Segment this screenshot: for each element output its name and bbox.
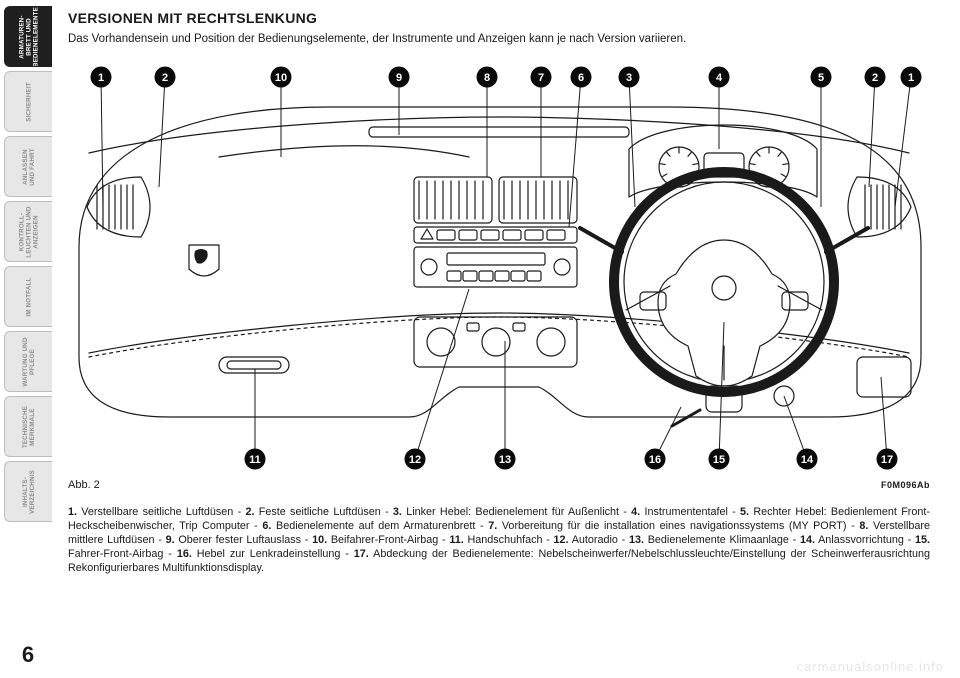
- svg-text:17: 17: [881, 454, 893, 466]
- svg-text:5: 5: [818, 72, 824, 84]
- svg-text:11: 11: [249, 454, 261, 466]
- svg-text:8: 8: [484, 72, 490, 84]
- dashboard-figure: 121098763452111121316151417: [68, 57, 930, 477]
- figure-caption-row: Abb. 2 F0M096Ab: [68, 479, 930, 491]
- dashboard-svg: 121098763452111121316151417: [68, 57, 930, 477]
- svg-text:16: 16: [649, 454, 661, 466]
- svg-text:2: 2: [162, 72, 168, 84]
- svg-text:13: 13: [499, 454, 511, 466]
- sidebar-tab-label: KONTROLL-LEUCHTEN UNDANZEIGEN: [18, 201, 39, 262]
- sidebar-tab-inhalt[interactable]: INHALTS-VERZEICHNIS: [4, 461, 52, 522]
- sidebar-tab-armaturen[interactable]: ARMATUREN-BRETT UNDBEDIENELEMENTE: [4, 6, 52, 67]
- sidebar-tab-label: SICHERHEIT: [25, 71, 32, 132]
- svg-text:1: 1: [98, 72, 104, 84]
- sidebar-tabs: ARMATUREN-BRETT UNDBEDIENELEMENTE SICHERH…: [0, 0, 52, 678]
- watermark: carmanualsonline.info: [797, 659, 944, 674]
- page-body: VERSIONEN MIT RECHTSLENKUNG Das Vorhande…: [52, 0, 960, 678]
- svg-text:6: 6: [578, 72, 584, 84]
- sidebar-tab-label: TECHNISCHEMERKMALE: [22, 396, 36, 457]
- figure-code: F0M096Ab: [881, 480, 930, 490]
- svg-text:12: 12: [409, 454, 421, 466]
- sidebar-tab-notfall[interactable]: IM NOTFALL: [4, 266, 52, 327]
- sidebar-tab-anlassen[interactable]: ANLASSENUND FAHRT: [4, 136, 52, 197]
- svg-text:10: 10: [275, 72, 287, 84]
- sidebar-tab-kontroll[interactable]: KONTROLL-LEUCHTEN UNDANZEIGEN: [4, 201, 52, 262]
- sidebar-tab-label: ARMATUREN-BRETT UNDBEDIENELEMENTE: [18, 6, 39, 67]
- svg-text:7: 7: [538, 72, 544, 84]
- intro-text: Das Vorhandensein und Position der Bedie…: [68, 32, 930, 47]
- tab-spacer: [4, 526, 52, 642]
- page-number: 6: [4, 642, 52, 672]
- legend-text: 1. Verstellbare seitliche Luftdüsen - 2.…: [68, 505, 930, 575]
- sidebar-tab-label: INHALTS-VERZEICHNIS: [22, 461, 36, 522]
- svg-text:15: 15: [713, 454, 725, 466]
- figure-caption: Abb. 2: [68, 479, 100, 491]
- svg-text:1: 1: [908, 72, 914, 84]
- svg-text:3: 3: [626, 72, 632, 84]
- svg-text:14: 14: [801, 454, 814, 466]
- svg-text:2: 2: [872, 72, 878, 84]
- sidebar-tab-sicherheit[interactable]: SICHERHEIT: [4, 71, 52, 132]
- sidebar-tab-wartung[interactable]: WARTUNG UNDPFLEGE: [4, 331, 52, 392]
- sidebar-tab-technisch[interactable]: TECHNISCHEMERKMALE: [4, 396, 52, 457]
- sidebar-tab-label: ANLASSENUND FAHRT: [22, 136, 36, 197]
- tabs-container: ARMATUREN-BRETT UNDBEDIENELEMENTE SICHERH…: [4, 6, 52, 526]
- svg-text:9: 9: [396, 72, 402, 84]
- sidebar-tab-label: WARTUNG UNDPFLEGE: [22, 331, 36, 392]
- sidebar-tab-label: IM NOTFALL: [25, 266, 32, 327]
- svg-text:4: 4: [716, 72, 723, 84]
- section-title: VERSIONEN MIT RECHTSLENKUNG: [68, 10, 930, 26]
